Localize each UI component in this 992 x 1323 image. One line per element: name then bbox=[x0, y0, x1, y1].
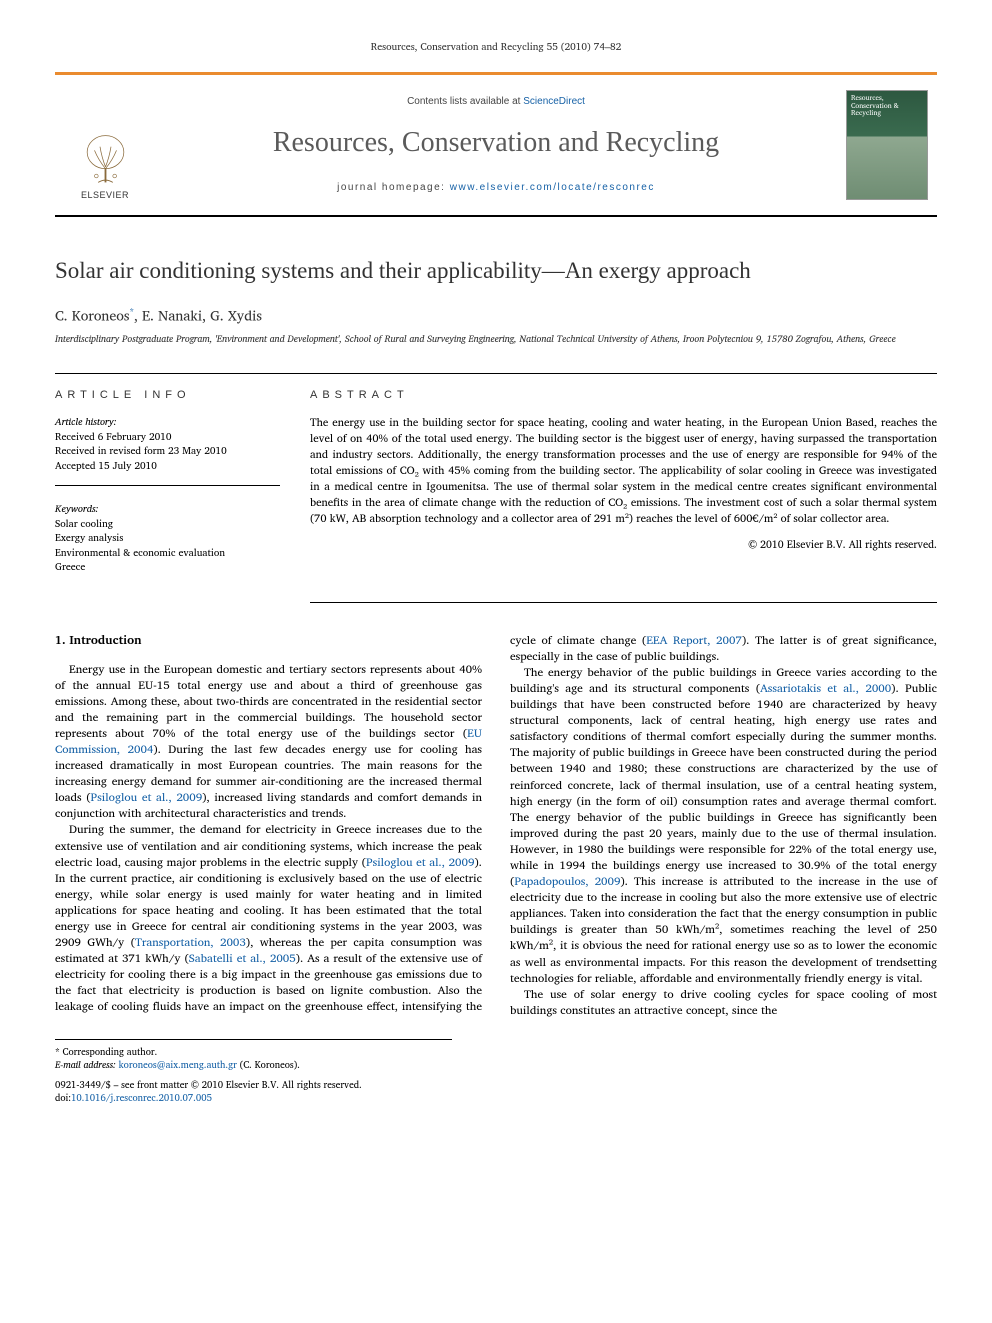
keywords-block: Keywords: Solar cooling Exergy analysis … bbox=[55, 502, 280, 587]
article-history-block: Article history: Received 6 February 201… bbox=[55, 415, 280, 486]
author-list: C. Koroneos*, E. Nanaki, G. Xydis bbox=[55, 306, 937, 326]
journal-masthead: ELSEVIER Contents lists available at Sci… bbox=[55, 72, 937, 217]
p3-text-b: ). Public buildings that have been const… bbox=[510, 679, 937, 891]
doi-line: doi:10.1016/j.resconrec.2010.07.005 bbox=[55, 1092, 937, 1105]
cover-thumb-block: Resources, Conservation & Recycling bbox=[837, 75, 937, 215]
section-heading-1: 1. Introduction bbox=[55, 633, 482, 650]
history-accepted: Accepted 15 July 2010 bbox=[55, 459, 280, 474]
elsevier-tree-icon bbox=[78, 132, 133, 187]
abstract-copyright: © 2010 Elsevier B.V. All rights reserved… bbox=[310, 537, 937, 552]
contents-prefix: Contents lists available at bbox=[407, 96, 523, 107]
footnotes: * Corresponding author. E-mail address: … bbox=[55, 1039, 452, 1073]
keyword-2: Exergy analysis bbox=[55, 531, 280, 546]
abstract-column: ABSTRACT The energy use in the building … bbox=[310, 373, 937, 603]
info-abstract-row: ARTICLE INFO Article history: Received 6… bbox=[55, 373, 937, 603]
keyword-3: Environmental & economic evaluation bbox=[55, 546, 280, 561]
history-received: Received 6 February 2010 bbox=[55, 430, 280, 445]
corresponding-author-note: * Corresponding author. bbox=[55, 1046, 452, 1059]
email-label: E-mail address: bbox=[55, 1058, 119, 1073]
article-body: 1. Introduction Energy use in the Europe… bbox=[55, 633, 937, 1019]
p3-text-c: ). This increase is attributed to the in… bbox=[510, 872, 937, 988]
history-revised: Received in revised form 23 May 2010 bbox=[55, 444, 280, 459]
publisher-logo-block: ELSEVIER bbox=[55, 75, 155, 215]
journal-cover-thumbnail: Resources, Conservation & Recycling bbox=[846, 90, 928, 200]
journal-title: Resources, Conservation and Recycling bbox=[273, 123, 719, 162]
p1-text-a: Energy use in the European domestic and … bbox=[55, 660, 482, 743]
keyword-4: Greece bbox=[55, 560, 280, 575]
sciencedirect-link[interactable]: ScienceDirect bbox=[523, 96, 585, 107]
affiliation: Interdisciplinary Postgraduate Program, … bbox=[55, 334, 937, 347]
footer-meta: 0921-3449/$ – see front matter © 2010 El… bbox=[55, 1079, 937, 1106]
body-para-1: Energy use in the European domestic and … bbox=[55, 662, 482, 823]
authors-rest: , E. Nanaki, G. Xydis bbox=[134, 304, 262, 327]
publisher-name: ELSEVIER bbox=[81, 189, 129, 202]
email-suffix: (C. Koroneos). bbox=[237, 1058, 300, 1073]
author-email-link[interactable]: koroneos@aix.meng.auth.gr bbox=[119, 1058, 237, 1073]
journal-homepage-link[interactable]: www.elsevier.com/locate/resconrec bbox=[450, 182, 655, 193]
email-line: E-mail address: koroneos@aix.meng.auth.g… bbox=[55, 1059, 452, 1072]
article-title: Solar air conditioning systems and their… bbox=[55, 257, 937, 286]
doi-link[interactable]: 10.1016/j.resconrec.2010.07.005 bbox=[71, 1091, 212, 1106]
doi-label: doi: bbox=[55, 1091, 71, 1106]
cover-title: Resources, Conservation & Recycling bbox=[851, 95, 923, 118]
running-head: Resources, Conservation and Recycling 55… bbox=[55, 40, 937, 54]
abstract-label: ABSTRACT bbox=[310, 388, 937, 403]
journal-homepage-line: journal homepage: www.elsevier.com/locat… bbox=[337, 181, 655, 195]
keywords-head: Keywords: bbox=[55, 502, 280, 517]
body-para-3: The energy behavior of the public buildi… bbox=[510, 665, 937, 987]
article-info-label: ARTICLE INFO bbox=[55, 388, 280, 403]
contents-available-line: Contents lists available at ScienceDirec… bbox=[407, 95, 585, 109]
article-info-column: ARTICLE INFO Article history: Received 6… bbox=[55, 373, 280, 603]
keyword-1: Solar cooling bbox=[55, 517, 280, 532]
abstract-text: The energy use in the building sector fo… bbox=[310, 415, 937, 527]
body-para-4: The use of solar energy to drive cooling… bbox=[510, 987, 937, 1019]
elsevier-logo: ELSEVIER bbox=[70, 127, 140, 207]
author-1: C. Koroneos bbox=[55, 304, 129, 327]
history-head: Article history: bbox=[55, 415, 280, 430]
masthead-center: Contents lists available at ScienceDirec… bbox=[155, 75, 837, 215]
homepage-prefix: journal homepage: bbox=[337, 182, 450, 193]
issn-line: 0921-3449/$ – see front matter © 2010 El… bbox=[55, 1079, 937, 1092]
